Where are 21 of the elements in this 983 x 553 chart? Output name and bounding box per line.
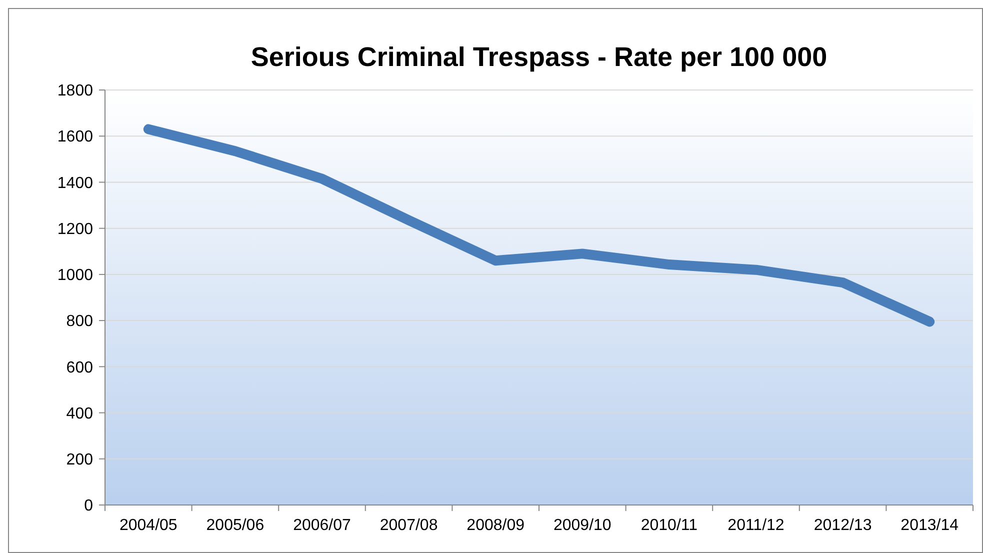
chart-title: Serious Criminal Trespass - Rate per 100 000 (250, 42, 828, 72)
y-tick-label: 1600 (57, 128, 94, 146)
y-tick-label: 800 (66, 313, 94, 330)
x-tick-label: 2010/11 (640, 517, 698, 534)
x-tick-label: 2008/09 (466, 517, 525, 534)
x-tick-label: 2007/08 (380, 517, 438, 534)
y-tick-label: 1400 (57, 174, 94, 192)
y-tick-label: 200 (66, 451, 94, 468)
x-tick-label: 2005/06 (206, 517, 264, 534)
x-tick-label: 2009/10 (553, 517, 612, 534)
y-tick-label: 1800 (57, 82, 94, 100)
y-tick-label: 0 (84, 498, 94, 515)
y-tick-label: 1200 (57, 220, 94, 238)
x-tick-label: 2012/13 (814, 517, 872, 534)
x-tick-label: 2004/05 (119, 517, 178, 534)
x-tick-label: 2006/07 (293, 517, 352, 534)
y-tick-label: 600 (66, 359, 94, 376)
y-tick-label: 1000 (57, 267, 94, 284)
y-tick-label: 400 (66, 405, 94, 422)
x-tick-label: 2011/12 (728, 517, 784, 534)
x-tick-label: 2013/14 (900, 517, 959, 534)
